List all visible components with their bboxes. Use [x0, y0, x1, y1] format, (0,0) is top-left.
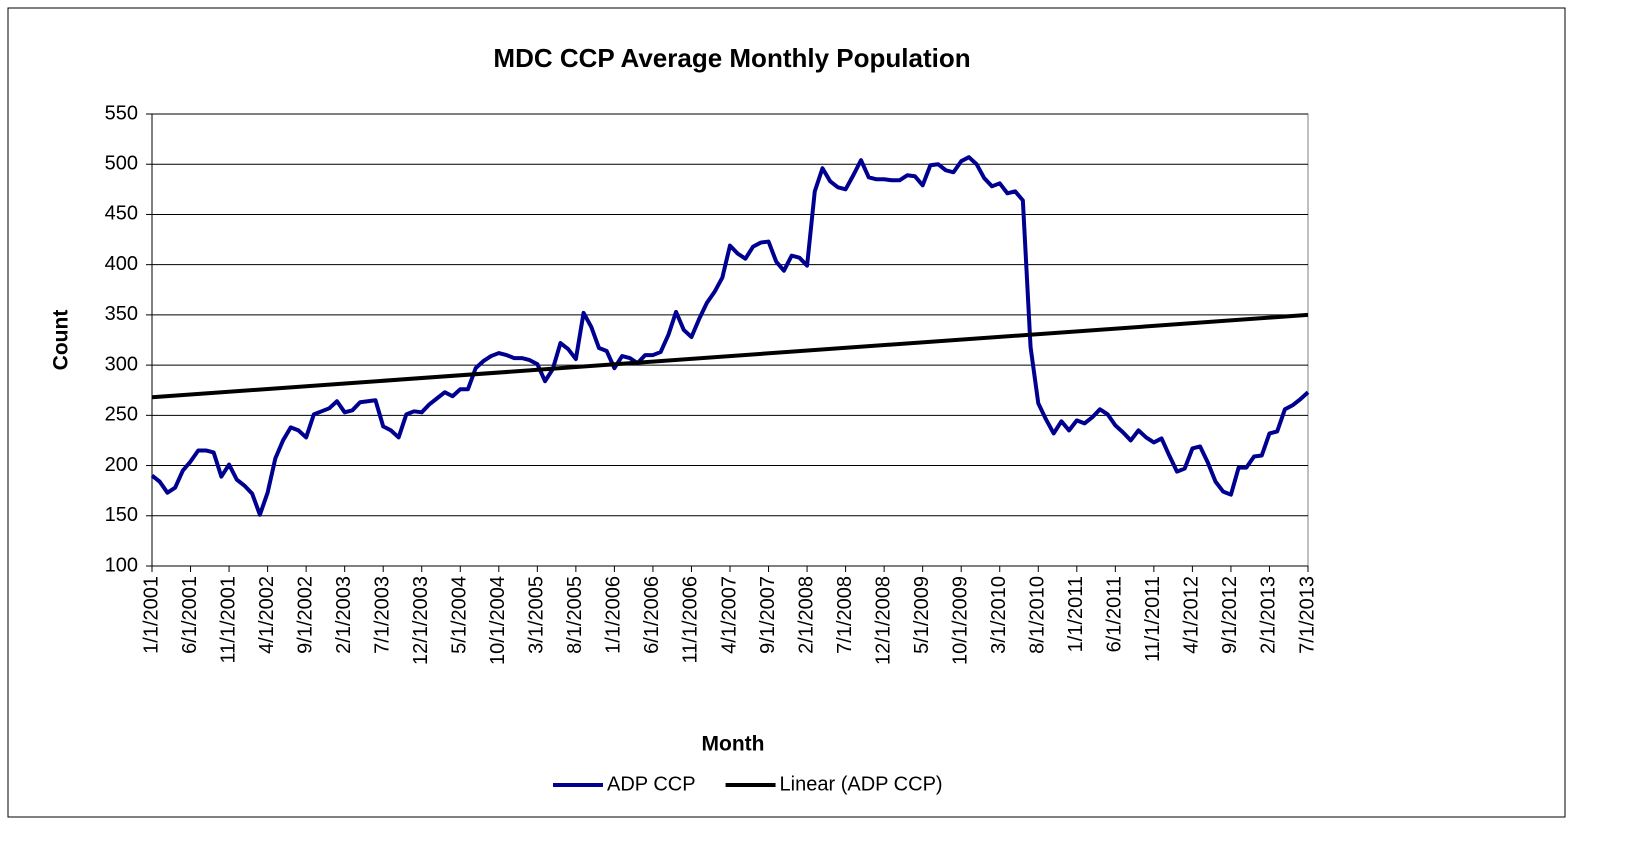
- x-tick-label: 7/1/2008: [834, 576, 856, 654]
- x-tick-label: 10/1/2004: [487, 576, 509, 665]
- x-tick-label: 9/1/2002: [294, 576, 316, 654]
- y-tick-label: 150: [105, 504, 138, 526]
- x-tick-label: 2/1/2008: [795, 576, 817, 654]
- x-tick-label: 7/1/2003: [371, 576, 393, 654]
- legend-label: Linear (ADP CCP): [780, 773, 943, 795]
- plot-area: [151, 113, 1309, 567]
- x-tick-label: 12/1/2008: [872, 576, 894, 665]
- y-tick-label: 550: [105, 102, 138, 124]
- y-tick-label: 100: [105, 554, 138, 576]
- x-tick-label: 5/1/2009: [911, 576, 933, 654]
- x-tick-label: 2/1/2003: [333, 576, 355, 654]
- x-tick-label: 8/1/2010: [1027, 576, 1049, 654]
- x-tick-label: 11/1/2006: [680, 576, 702, 664]
- legend-label: ADP CCP: [607, 773, 696, 795]
- x-tick-label: 9/1/2007: [757, 576, 779, 654]
- x-tick-label: 9/1/2012: [1219, 576, 1241, 654]
- x-tick-label: 8/1/2005: [564, 576, 586, 654]
- x-tick-label: 4/1/2012: [1181, 576, 1203, 654]
- x-tick-label: 1/1/2006: [603, 576, 625, 654]
- x-tick-label: 10/1/2009: [949, 576, 971, 665]
- y-tick-label: 500: [105, 153, 138, 175]
- x-tick-label: 2/1/2013: [1258, 576, 1280, 654]
- y-tick-label: 400: [105, 253, 138, 275]
- x-tick-label: 6/1/2001: [179, 576, 201, 654]
- x-tick-label: 4/1/2002: [256, 576, 278, 654]
- x-tick-label: 11/1/2011: [1142, 576, 1164, 662]
- x-tick-label: 6/1/2011: [1104, 576, 1126, 652]
- x-tick-label: 4/1/2007: [718, 576, 740, 654]
- y-axis-label: Count: [50, 310, 73, 371]
- data-line: [150, 155, 1310, 517]
- y-tick-label: 300: [105, 353, 138, 375]
- x-tick-label: 1/1/2001: [140, 576, 162, 654]
- x-tick-label: 5/1/2004: [449, 576, 471, 654]
- y-tick-label: 200: [105, 454, 138, 476]
- x-axis-label: Month: [702, 733, 765, 756]
- chart-title: MDC CCP Average Monthly Population: [493, 43, 970, 73]
- y-tick-label: 450: [105, 203, 138, 225]
- x-tick-label: 6/1/2006: [641, 576, 663, 654]
- x-tick-label: 12/1/2003: [410, 576, 432, 665]
- x-tick-label: 3/1/2005: [526, 576, 548, 654]
- x-tick-label: 11/1/2001: [217, 576, 239, 664]
- y-tick-label: 350: [105, 303, 138, 325]
- x-tick-label: 7/1/2013: [1296, 576, 1318, 654]
- x-tick-label: 3/1/2010: [988, 576, 1010, 654]
- x-tick-label: 1/1/2011: [1065, 576, 1087, 652]
- y-tick-label: 250: [105, 404, 138, 426]
- trend-line: [151, 312, 1309, 400]
